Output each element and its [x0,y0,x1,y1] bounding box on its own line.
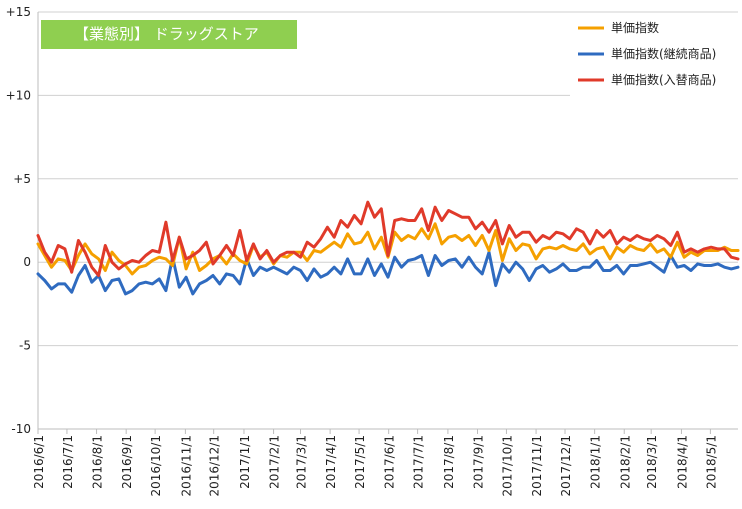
x-tick-label: 2018/4/1 [675,435,689,489]
x-tick-label: 2018/2/1 [618,435,632,489]
x-tick-label: 2017/10/1 [500,435,514,497]
x-tick-label: 2017/7/1 [412,435,426,489]
y-tick-label: -5 [19,339,31,353]
axes [37,12,738,434]
series-line-1 [36,250,740,296]
x-tick-label: 2017/12/1 [559,435,573,497]
x-tick-label: 2018/5/1 [704,435,718,489]
x-tick-label: 2017/2/1 [268,435,282,489]
x-tick-label: 2016/12/1 [208,435,222,497]
legend-label: 単価指数 [611,20,659,35]
x-tick-label: 2016/11/1 [179,435,193,497]
y-tick-label: +15 [6,5,31,19]
y-tick-label: +5 [13,172,31,186]
y-tick-label: -10 [11,422,31,436]
x-tick-label: 2017/4/1 [324,435,338,489]
x-tick-label: 2017/3/1 [295,435,309,489]
y-tick-label: 0 [23,255,31,269]
x-tick-label: 2016/8/1 [91,435,105,489]
x-tick-label: 2017/8/1 [442,435,456,489]
x-tick-label: 2016/9/1 [120,435,134,489]
x-tick-label: 2017/6/1 [383,435,397,489]
series-line-0 [36,222,740,276]
chart-title: 【業態別】 ドラッグストア [41,20,297,49]
x-tick-label: 2016/6/1 [32,435,46,489]
x-tick-labels: 2016/6/1 2016/7/1 2016/8/1 2016/9/1 2016/10/… [32,435,718,497]
series-line-2 [36,200,740,277]
x-tick-label: 2016/10/1 [149,435,163,497]
y-tick-labels: +15 +10 +5 0 -5 -10 [6,5,31,436]
x-tick-label: 2018/3/1 [645,435,659,489]
x-tick-label: 2018/1/1 [589,435,603,489]
y-tick-label: +10 [6,88,31,102]
x-tick-label: 2016/7/1 [61,435,75,489]
series-lines [36,200,740,296]
x-tick-label: 2017/9/1 [472,435,486,489]
x-tick-label: 2017/11/1 [530,435,544,497]
x-tick-label: 2017/5/1 [353,435,367,489]
legend-label: 単価指数(入替商品) [611,72,716,87]
legend-label: 単価指数(継続商品) [611,46,716,61]
x-tick-label: 2017/1/1 [238,435,252,489]
